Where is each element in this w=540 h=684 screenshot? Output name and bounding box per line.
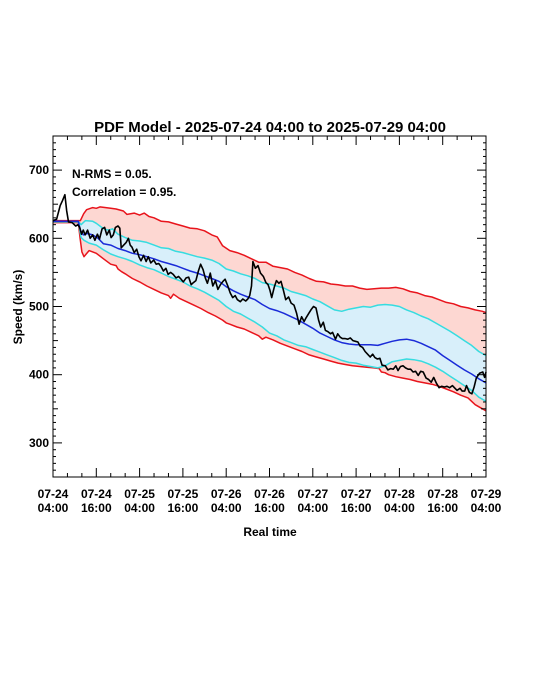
x-tick-time-label: 16:00 <box>254 501 285 515</box>
y-tick-label: 300 <box>29 436 49 450</box>
x-tick-time-label: 04:00 <box>384 501 415 515</box>
axis-ticks: 30040050060070007-2404:0007-2416:0007-25… <box>29 135 502 515</box>
outer-lower-line <box>53 221 487 412</box>
x-tick-date-label: 07-28 <box>427 487 458 501</box>
x-tick-time-label: 04:00 <box>471 501 502 515</box>
outer-upper-line <box>53 206 487 314</box>
median-line <box>53 220 487 384</box>
x-tick-date-label: 07-27 <box>341 487 372 501</box>
chart-title: PDF Model - 2025-07-24 04:00 to 2025-07-… <box>94 119 446 136</box>
x-tick-date-label: 07-26 <box>211 487 242 501</box>
nrms-annotation: N-RMS = 0.05. <box>72 167 152 181</box>
x-tick-time-label: 16:00 <box>427 501 458 515</box>
x-tick-date-label: 07-24 <box>38 487 69 501</box>
observed-line <box>52 193 487 395</box>
x-tick-date-label: 07-24 <box>81 487 112 501</box>
x-axis-label: Real time <box>243 525 297 539</box>
y-tick-label: 700 <box>29 163 49 177</box>
x-tick-date-label: 07-25 <box>168 487 199 501</box>
x-tick-date-label: 07-26 <box>254 487 285 501</box>
x-tick-time-label: 04:00 <box>38 501 69 515</box>
x-tick-date-label: 07-29 <box>471 487 502 501</box>
inner-lower-line <box>53 221 487 402</box>
correlation-annotation: Correlation = 0.95. <box>72 185 176 199</box>
x-tick-date-label: 07-25 <box>124 487 155 501</box>
x-tick-time-label: 16:00 <box>341 501 372 515</box>
y-axis-label: Speed (km/s) <box>11 270 25 345</box>
y-tick-label: 600 <box>29 231 49 245</box>
x-tick-time-label: 16:00 <box>81 501 112 515</box>
x-tick-time-label: 16:00 <box>168 501 199 515</box>
x-tick-time-label: 04:00 <box>211 501 242 515</box>
y-tick-label: 400 <box>29 368 49 382</box>
y-tick-label: 500 <box>29 300 49 314</box>
x-tick-time-label: 04:00 <box>297 501 328 515</box>
x-tick-date-label: 07-28 <box>384 487 415 501</box>
x-tick-time-label: 04:00 <box>124 501 155 515</box>
plot-area <box>52 193 487 412</box>
x-tick-date-label: 07-27 <box>297 487 328 501</box>
